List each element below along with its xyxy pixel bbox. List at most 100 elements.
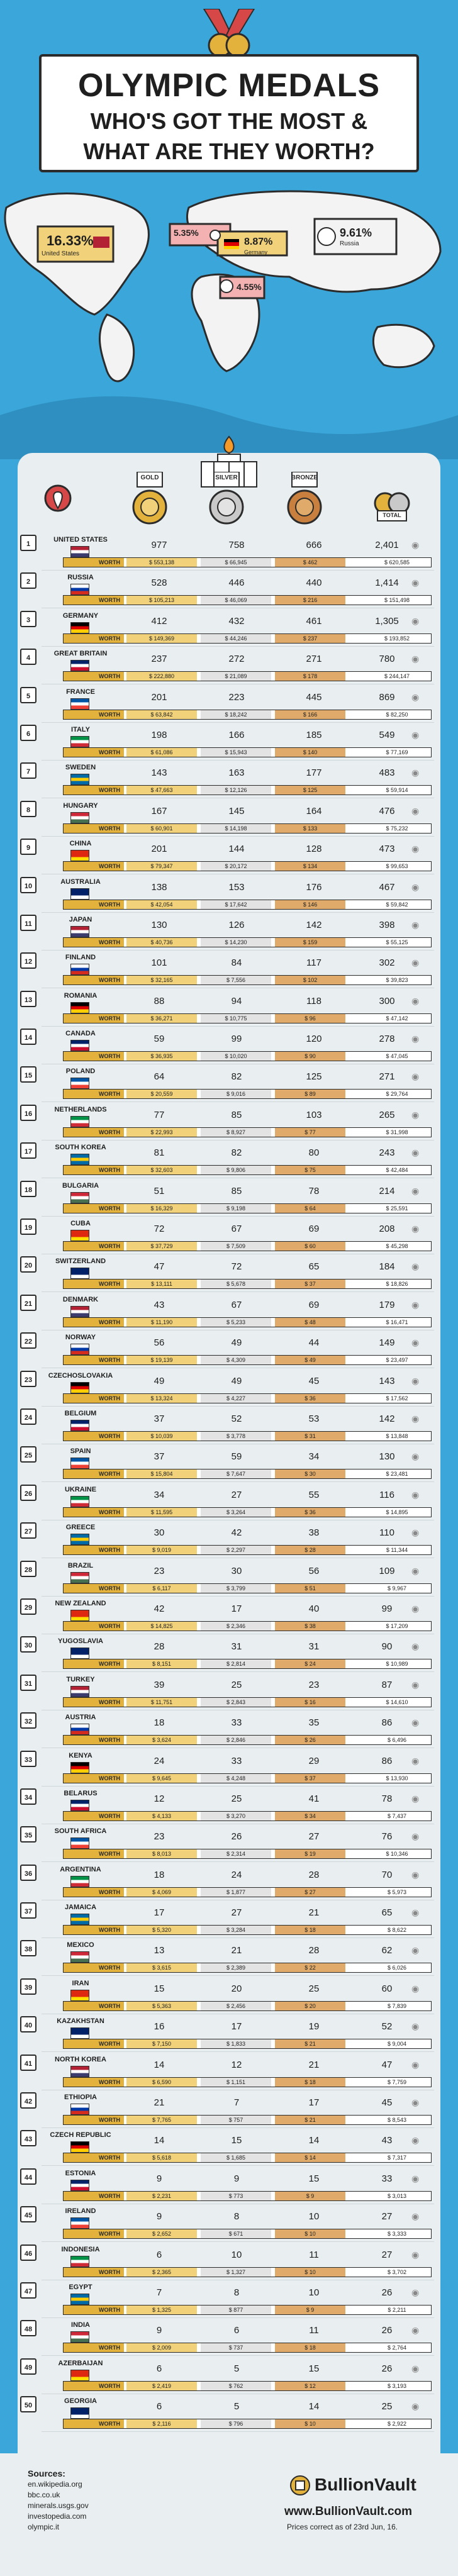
country-name: BELARUS: [64, 1789, 98, 1797]
worth-bar: WORTH $ 79,347 $ 20,172 $ 134 $ 99,653: [63, 861, 432, 872]
silver-count: 145: [228, 805, 245, 817]
silver-count: 25: [231, 1679, 242, 1690]
medal-icon: ◉: [411, 2173, 420, 2183]
bronze-count: 461: [306, 615, 322, 627]
bronze-count: 27: [308, 1831, 320, 1843]
source-item[interactable]: minerals.usgs.gov: [28, 2501, 89, 2510]
bronze-count: 11: [309, 2249, 319, 2260]
table-row: 45 IRELAND 9 8 10 27 ◉ WORTH $ 2,652 $ 671 $ 10 $ 3…: [18, 2205, 440, 2243]
bronze-count: 40: [308, 1603, 320, 1614]
gold-count: 9: [156, 2325, 162, 2336]
gold-worth: $ 6,117: [126, 1583, 197, 1593]
gold-worth: $ 36,271: [126, 1013, 197, 1023]
country-flag-icon: [70, 811, 89, 823]
worth-label: WORTH: [64, 1166, 124, 1175]
country-flag-icon: [70, 1458, 89, 1469]
medal-icon: ◉: [411, 1717, 420, 1728]
crossed-medals-icon: [203, 9, 255, 58]
worth-bar: WORTH $ 3,615 $ 2,389 $ 22 $ 6,026: [63, 1963, 432, 1973]
worth-bar: WORTH $ 105,213 $ 46,069 $ 216 $ 151,498: [63, 595, 432, 606]
source-item[interactable]: en.wikipedia.org: [28, 2480, 82, 2489]
silver-worth: $ 1,685: [201, 2153, 271, 2163]
country-name: JAPAN: [69, 915, 92, 923]
gold-count: 9: [156, 2173, 162, 2184]
row-divider: [42, 1101, 434, 1103]
country-name: IRAN: [72, 1979, 89, 1987]
silver-count: 126: [228, 919, 245, 930]
worth-label: WORTH: [64, 1127, 124, 1137]
total-count: 87: [381, 1679, 393, 1690]
country-flag-icon: [70, 2293, 89, 2305]
medal-icon: ◉: [411, 654, 420, 664]
country-name: BULGARIA: [62, 1181, 99, 1190]
worth-label: WORTH: [64, 1926, 124, 1935]
bronze-count: 10: [308, 2211, 320, 2222]
gold-worth: $ 36,935: [126, 1052, 197, 1061]
country-flag-icon: [70, 1761, 89, 1773]
worth-bar: WORTH $ 3,624 $ 2,846 $ 26 $ 6,496: [63, 1735, 432, 1746]
bronze-worth: $ 16: [275, 1697, 345, 1707]
country-name: FINLAND: [65, 954, 96, 962]
source-item[interactable]: investopedia.com: [28, 2512, 87, 2521]
country-name: CANADA: [65, 1030, 96, 1038]
silver-worth: $ 14,230: [201, 937, 271, 947]
worth-label: WORTH: [64, 1583, 124, 1593]
gold-worth: $ 63,842: [126, 710, 197, 719]
bronze-worth: $ 77: [275, 1127, 345, 1137]
gold-count: 72: [154, 1224, 165, 1235]
medal-icon: ◉: [411, 1793, 420, 1804]
worth-label: WORTH: [64, 1356, 124, 1365]
bronze-worth: $ 24: [275, 1659, 345, 1669]
brand-url[interactable]: www.BullionVault.com: [284, 2505, 413, 2518]
country-flag-icon: [70, 1914, 89, 1926]
bronze-worth: $ 134: [275, 862, 345, 871]
source-item[interactable]: olympic.it: [28, 2523, 60, 2531]
bronze-worth: $ 90: [275, 1052, 345, 1061]
location-pin-icon: [44, 484, 72, 512]
bronze-worth: $ 19: [275, 1849, 345, 1859]
total-worth: $ 3,193: [363, 2381, 431, 2390]
bronze-worth: $ 20: [275, 2001, 345, 2010]
country-flag-icon: [70, 1648, 89, 1659]
total-worth: $ 7,317: [363, 2153, 431, 2163]
gold-count: 47: [154, 1261, 165, 1273]
source-item[interactable]: bbc.co.uk: [28, 2490, 60, 2499]
gold-worth: $ 149,369: [126, 633, 197, 643]
row-divider: [42, 2241, 434, 2243]
bullionvault-logo-icon: [290, 2475, 310, 2495]
country-flag-icon: [70, 2369, 89, 2381]
silver-worth: $ 757: [201, 2116, 271, 2125]
row-divider: [42, 645, 434, 647]
total-worth: $ 17,209: [363, 1621, 431, 1631]
total-count: 26: [381, 2325, 393, 2336]
bronze-count: 55: [308, 1489, 320, 1500]
worth-label: WORTH: [64, 1317, 124, 1327]
total-worth: $ 5,973: [363, 1887, 431, 1897]
worth-label: WORTH: [64, 1052, 124, 1061]
worth-bar: WORTH $ 222,880 $ 21,089 $ 178 $ 244,147: [63, 671, 432, 682]
gold-worth: $ 42,054: [126, 900, 197, 909]
map-label-germany-caption: Germany: [244, 249, 268, 255]
worth-label: WORTH: [64, 1469, 124, 1479]
bronze-worth: $ 18: [275, 1926, 345, 1935]
table-row: 8 HUNGARY 167 145 164 476 ◉ WORTH $ 60,901 $ 14,1…: [18, 800, 440, 837]
total-count: 78: [381, 1793, 393, 1804]
worth-label: WORTH: [64, 2419, 124, 2429]
gold-worth: $ 5,363: [126, 2001, 197, 2010]
row-divider: [42, 570, 434, 571]
country-flag-icon: [70, 2217, 89, 2229]
worth-label: WORTH: [64, 1431, 124, 1441]
medal-icon: ◉: [411, 1489, 420, 1500]
bronze-count: 45: [308, 1375, 320, 1386]
table-row: 40 KAZAKHSTAN 16 17 19 52 ◉ WORTH $ 7,150 $ 1,833…: [18, 2015, 440, 2053]
gold-count: 6: [156, 2363, 162, 2374]
total-worth: $ 7,759: [363, 2077, 431, 2087]
rank-badge: 18: [20, 1180, 36, 1197]
rank-badge: 26: [20, 1484, 36, 1501]
silver-count: 49: [231, 1375, 242, 1386]
bronze-count: 15: [308, 2173, 320, 2184]
rank-badge: 19: [20, 1218, 36, 1235]
gold-worth: $ 20,559: [126, 1090, 197, 1099]
gold-worth: $ 2,116: [126, 2419, 197, 2429]
medal-icon: ◉: [411, 2135, 420, 2146]
